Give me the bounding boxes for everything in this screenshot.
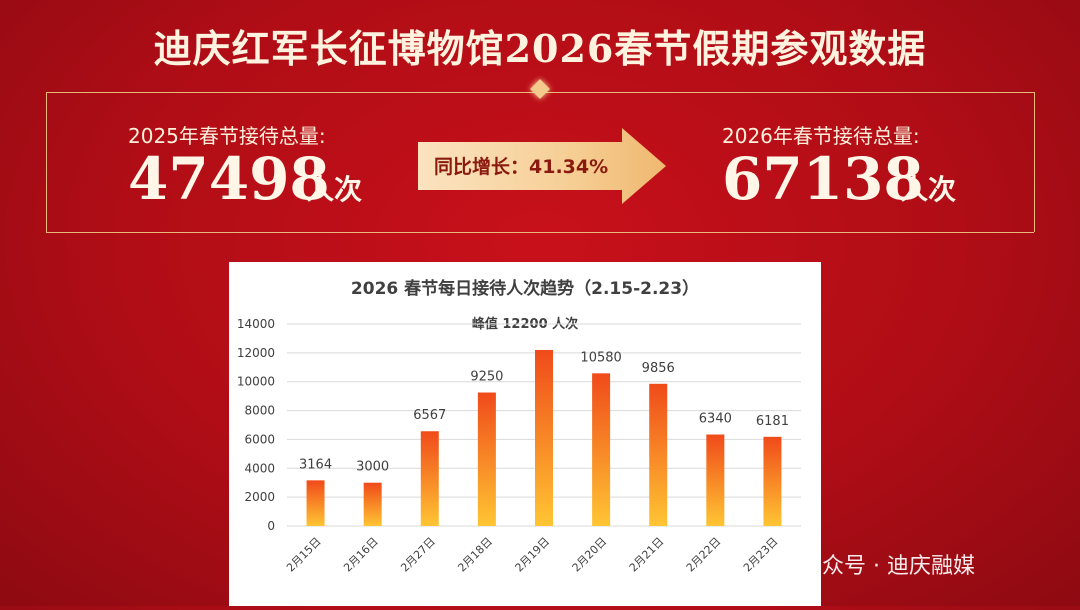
growth-arrow xyxy=(418,128,666,204)
prev-total-value: 47498 xyxy=(128,145,330,213)
x-tick-label: 2月22日 xyxy=(684,535,724,575)
x-tick-label: 2月18日 xyxy=(455,535,495,575)
bar xyxy=(706,434,725,526)
x-tick-label: 2月21日 xyxy=(627,535,667,575)
data-label: 3000 xyxy=(356,460,389,475)
prev-total-unit: 人次 xyxy=(306,173,363,206)
growth-label: 同比增长：41.34% xyxy=(434,156,609,178)
curr-total-value: 67138 xyxy=(722,145,924,213)
data-label: 6181 xyxy=(756,414,789,429)
bar xyxy=(477,392,496,526)
x-tick-label: 2月19日 xyxy=(513,535,553,575)
x-tick-label: 2月20日 xyxy=(570,535,610,575)
bar xyxy=(363,482,382,526)
prev-total-label: 2025年春节接待总量: xyxy=(128,124,326,148)
curr-total-label: 2026年春节接待总量: xyxy=(722,124,920,148)
bar xyxy=(420,431,439,526)
data-label: 3164 xyxy=(299,457,332,472)
y-tick-label: 6000 xyxy=(244,432,275,446)
curr-total-unit: 人次 xyxy=(900,173,957,206)
x-tick-label: 2月16日 xyxy=(341,535,381,575)
bar xyxy=(592,373,611,526)
x-tick-label: 2月27日 xyxy=(398,535,438,575)
y-tick-label: 10000 xyxy=(237,375,275,389)
x-tick-label: 2月23日 xyxy=(741,535,781,575)
frame-line xyxy=(1034,92,1035,232)
bar xyxy=(535,349,553,526)
data-label: 9250 xyxy=(470,370,503,385)
frame-line xyxy=(46,92,47,232)
y-tick-label: 4000 xyxy=(244,461,275,475)
bar xyxy=(306,480,325,526)
y-tick-label: 14000 xyxy=(237,317,275,331)
y-tick-label: 12000 xyxy=(237,346,275,360)
y-tick-label: 0 xyxy=(267,519,275,533)
watermark-text: 公众号 · 迪庆融媒 xyxy=(800,554,975,579)
frame-line xyxy=(46,232,1034,233)
page-title: 迪庆红军长征博物馆2026春节假期参观数据 xyxy=(153,26,927,71)
bar-chart: 2026 春节每日接待人次趋势（2.15-2.23） 峰值 12200 人次 0… xyxy=(237,278,801,575)
data-label: 10580 xyxy=(580,350,621,365)
bar xyxy=(763,436,782,526)
data-label: 6567 xyxy=(413,408,446,423)
x-tick-label: 2月15日 xyxy=(284,535,324,575)
chart-title: 2026 春节每日接待人次趋势（2.15-2.23） xyxy=(351,278,699,299)
chart-panel: 2026 春节每日接待人次趋势（2.15-2.23） 峰值 12200 人次 0… xyxy=(229,262,821,606)
data-label: 9856 xyxy=(642,361,675,376)
y-tick-label: 8000 xyxy=(244,404,275,418)
wechat-icon xyxy=(776,556,794,570)
bar xyxy=(649,383,668,526)
data-label: 6340 xyxy=(699,412,732,427)
y-tick-label: 2000 xyxy=(244,490,275,504)
diamond-ornament xyxy=(530,79,550,99)
